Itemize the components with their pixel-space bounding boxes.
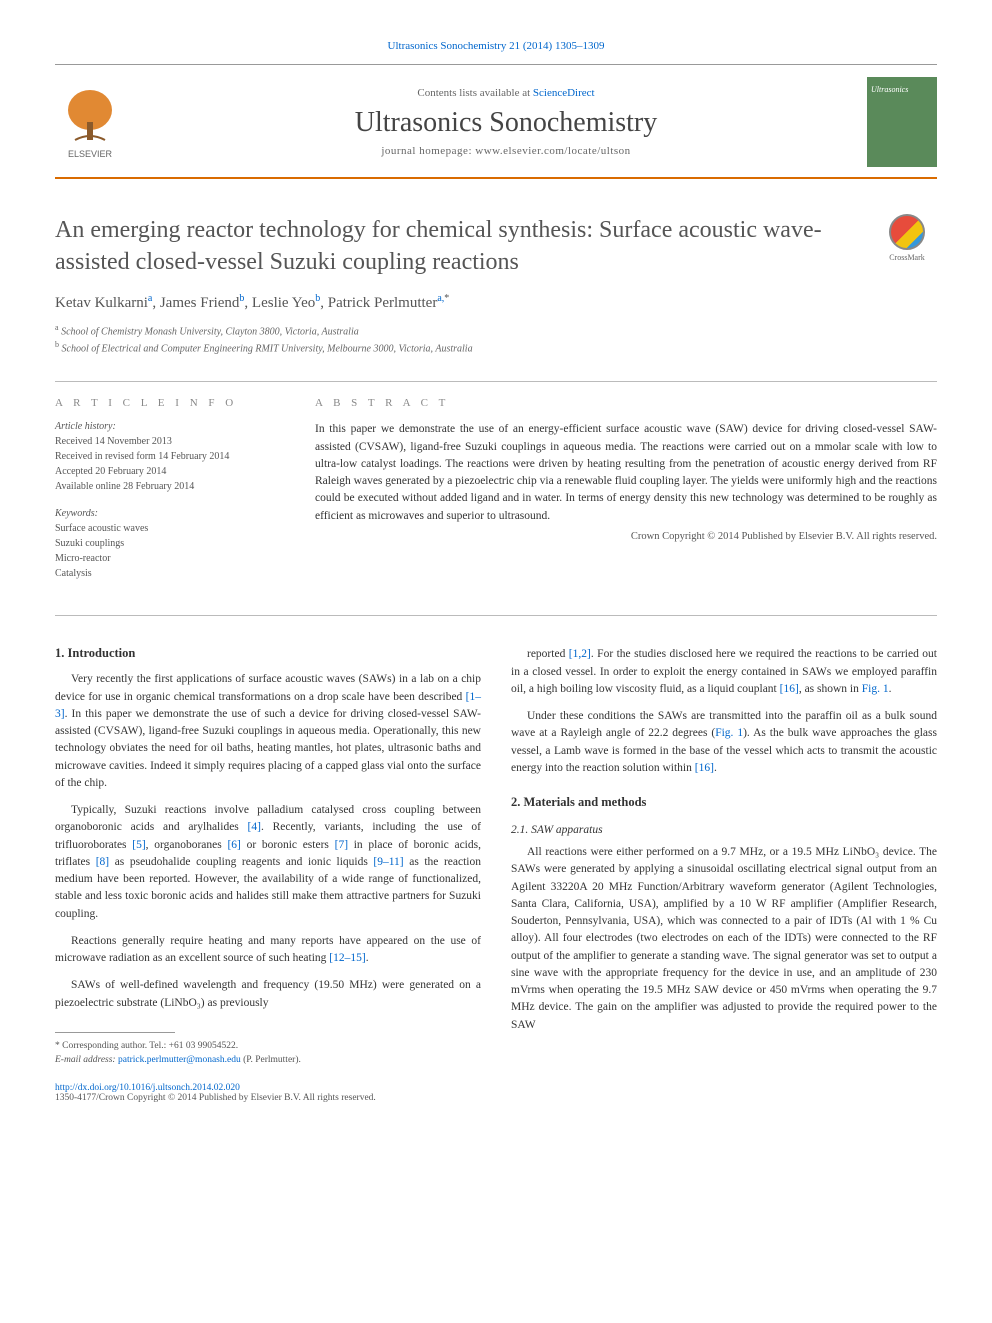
journal-name: Ultrasonics Sonochemistry [145,107,867,139]
saw-apparatus-heading: 2.1. SAW apparatus [511,824,937,836]
contents-available: Contents lists available at ScienceDirec… [145,87,867,99]
methods-heading: 2. Materials and methods [511,795,937,810]
abstract-heading: A B S T R A C T [315,397,937,409]
history-line: Received 14 November 2013 [55,434,275,449]
abstract-column: A B S T R A C T In this paper we demonst… [315,397,937,595]
affiliation: a School of Chemistry Monash University,… [55,322,937,339]
keywords-heading: Keywords: [55,508,275,519]
body-paragraph: reported [1,2]. For the studies disclose… [511,646,937,698]
author: Ketav Kulkarnia [55,295,152,311]
crossmark-badge[interactable]: CrossMark [877,214,937,262]
abstract-copyright: Crown Copyright © 2014 Published by Else… [315,531,937,542]
page-footer: http://dx.doi.org/10.1016/j.ultsonch.201… [55,1083,481,1103]
author-list: Ketav Kulkarnia, James Friendb, Leslie Y… [55,293,937,312]
intro-heading: 1. Introduction [55,646,481,661]
history-heading: Article history: [55,421,275,432]
article-title: An emerging reactor technology for chemi… [55,214,857,279]
elsevier-logo: ELSEVIER [55,82,125,162]
body-paragraph: Under these conditions the SAWs are tran… [511,708,937,777]
article-info-column: A R T I C L E I N F O Article history: R… [55,397,275,595]
journal-cover-thumbnail: Ultrasonics [867,77,937,167]
journal-homepage: journal homepage: www.elsevier.com/locat… [145,145,867,157]
abstract-text: In this paper we demonstrate the use of … [315,421,937,525]
author: Leslie Yeob [252,295,320,311]
doi-link[interactable]: http://dx.doi.org/10.1016/j.ultsonch.201… [55,1083,240,1093]
left-column: 1. Introduction Very recently the first … [55,646,481,1103]
keyword: Surface acoustic waves [55,521,275,536]
author: Patrick Perlmuttera,* [328,295,450,311]
keyword: Suzuki couplings [55,536,275,551]
history-line: Available online 28 February 2014 [55,479,275,494]
journal-header: ELSEVIER Contents lists available at Sci… [55,64,937,179]
keyword: Micro-reactor [55,551,275,566]
crossmark-label: CrossMark [889,253,925,262]
corresponding-author-footnote: * Corresponding author. Tel.: +61 03 990… [55,1039,481,1068]
affiliations: a School of Chemistry Monash University,… [55,322,937,357]
sciencedirect-link[interactable]: ScienceDirect [533,87,595,99]
body-paragraph: Very recently the first applications of … [55,671,481,792]
keyword: Catalysis [55,566,275,581]
author: James Friendb [160,295,245,311]
body-paragraph: All reactions were either performed on a… [511,844,937,1034]
affiliation: b School of Electrical and Computer Engi… [55,339,937,356]
body-paragraph: SAWs of well-defined wavelength and freq… [55,977,481,1012]
citation-line: Ultrasonics Sonochemistry 21 (2014) 1305… [55,40,937,52]
email-link[interactable]: patrick.perlmutter@monash.edu [118,1055,241,1065]
right-column: reported [1,2]. For the studies disclose… [511,646,937,1103]
history-line: Accepted 20 February 2014 [55,464,275,479]
svg-text:ELSEVIER: ELSEVIER [68,149,113,159]
history-line: Received in revised form 14 February 201… [55,449,275,464]
elsevier-tree-icon: ELSEVIER [55,82,125,162]
crossmark-icon [889,214,925,250]
body-paragraph: Reactions generally require heating and … [55,933,481,968]
body-paragraph: Typically, Suzuki reactions involve pall… [55,802,481,923]
article-info-heading: A R T I C L E I N F O [55,397,275,409]
